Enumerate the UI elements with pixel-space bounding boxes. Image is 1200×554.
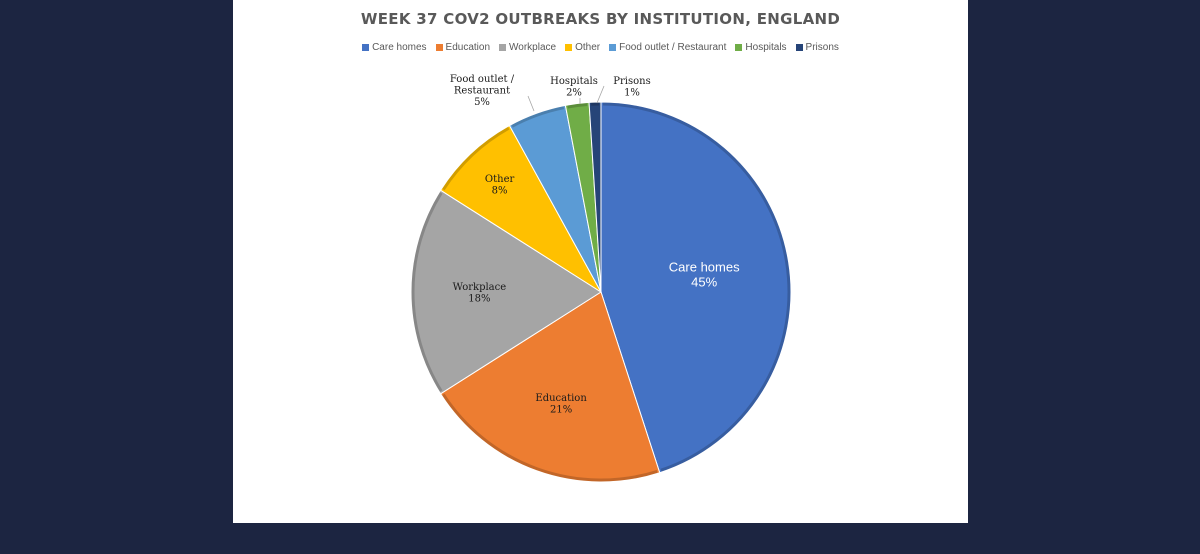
pie-slice-rim-workplace [411,192,443,392]
chart-title: WEEK 37 COV2 OUTBREAKS BY INSTITUTION, E… [360,10,841,28]
pie-slice-prisons [588,101,602,293]
data-label-workplace: Workplace 18% [453,282,507,305]
legend-label-food-outlet-restaurant: Food outlet / Restaurant [619,42,727,53]
pie-slice-education [439,291,661,483]
legend-swatch-workplace [499,44,507,51]
legend-swatch-hospitals [735,44,743,51]
legend-swatch-other [565,44,573,51]
legend-swatch-care-homes [362,44,370,51]
legend-label-workplace: Workplace [509,42,557,53]
data-label-other: Other 8% [485,174,515,197]
legend-swatch-prisons [795,44,803,51]
data-label-care-homes: Care homes 45% [669,260,740,290]
pie-slice-rim-hospitals [567,103,588,109]
data-label-education: Education 21% [535,393,587,416]
pie-chart: Care homes 45% Education 21% Workplace 18% Oth… [410,74,792,483]
legend-swatch-food-outlet-restaurant [609,44,617,51]
pie-slice-care-homes [600,101,792,474]
legend-entry-care-homes: Care homes [362,42,427,53]
leader-line-food-outlet-restaurant [527,95,535,112]
chart-legend: Care homes Education Workplace Other Food ou… [233,42,968,53]
legend-label-education: Education [445,42,491,53]
chart-panel: Care homes 45% Education 21% Workplace 18% Oth… [233,0,968,523]
legend-label-care-homes: Care homes [372,42,427,53]
pie-slice-rim-food-outlet-restaurant [511,106,565,128]
legend-entry-workplace: Workplace [499,42,556,53]
legend-entry-hospitals: Hospitals [735,42,787,53]
data-label-food-outlet-restaurant: Food outlet / Restaurant 5% [450,74,515,108]
leader-line-prisons [596,85,605,104]
legend-entry-prisons: Prisons [795,42,839,53]
data-label-hospitals: Hospitals 2% [550,76,598,99]
legend-entry-other: Other [565,42,600,53]
legend-label-prisons: Prisons [805,42,839,53]
pie-slice-workplace [410,189,602,395]
pie-slice-rim-education [442,393,658,482]
data-label-prisons: Prisons 1% [613,76,650,99]
legend-entry-food-outlet-restaurant: Food outlet / Restaurant [609,42,726,53]
pie-slice-rim-care-homes [602,102,791,472]
legend-entry-education: Education [435,42,491,53]
pie-slice-rim-other [442,126,510,191]
pie-slice-other [439,124,602,293]
legend-swatch-education [435,44,443,51]
legend-label-other: Other [575,42,601,53]
legend-label-hospitals: Hospitals [745,42,787,53]
